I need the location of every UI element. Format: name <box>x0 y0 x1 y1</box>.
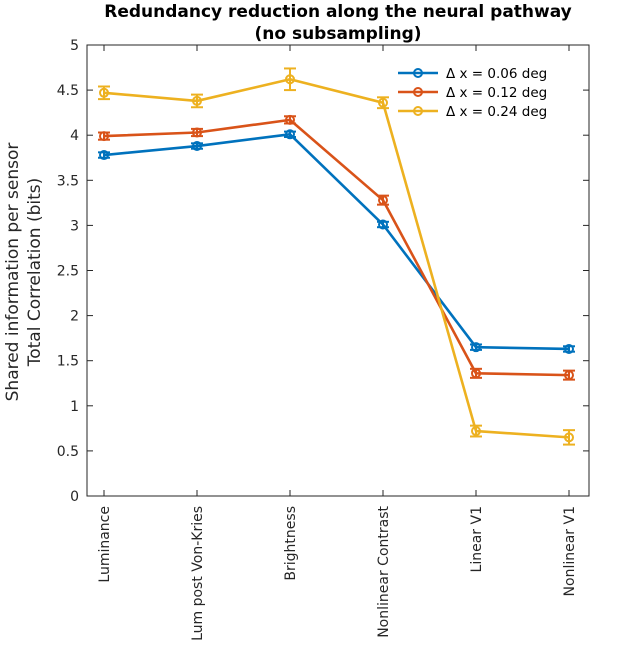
y-tick-label: 3.5 <box>57 173 79 189</box>
y-tick-label: 2.5 <box>57 264 79 280</box>
data-point <box>564 343 574 354</box>
y-axis-label-line1: Shared information per sensor <box>3 143 23 402</box>
legend-entry-label: Δ x = 0.24 deg <box>446 104 547 120</box>
y-tick-label: 4.5 <box>57 83 79 99</box>
data-point <box>192 95 202 106</box>
y-tick-label: 1 <box>70 399 79 415</box>
legend-marker <box>413 87 423 97</box>
y-tick-label: 0.5 <box>57 444 79 460</box>
y-tick-label: 2 <box>70 309 79 325</box>
data-point <box>99 150 109 161</box>
series-layer <box>98 67 575 446</box>
x-tick-label: Linear V1 <box>469 506 485 572</box>
chart-title: Redundancy reduction along the neural pa… <box>104 2 572 22</box>
series-line <box>103 118 570 377</box>
data-point <box>564 432 574 443</box>
data-point <box>471 368 481 379</box>
series-2 <box>98 114 575 381</box>
x-tick-label: Luminance <box>97 506 113 583</box>
y-tick-label: 5 <box>70 38 79 54</box>
data-point <box>378 97 388 108</box>
chart-subtitle: (no subsampling) <box>254 24 421 44</box>
data-point <box>285 114 295 125</box>
series-line <box>103 132 570 351</box>
plot-axes: 0 0.5 1 1.5 2 2.5 3 3.5 4 4.5 5 Luminance Lum post V… <box>57 38 590 641</box>
y-tick-label: 3 <box>70 218 79 234</box>
data-point <box>192 141 202 152</box>
y-tick-label: 0 <box>70 489 79 505</box>
series-line <box>103 77 570 439</box>
x-tick-label: Nonlinear V1 <box>562 506 578 596</box>
data-point <box>378 219 388 230</box>
series-3 <box>98 67 575 446</box>
data-point <box>99 87 109 98</box>
legend-entry-label: Δ x = 0.06 deg <box>446 66 547 82</box>
x-tick-label: Brightness <box>283 506 299 581</box>
legend-entry-label: Δ x = 0.12 deg <box>446 85 547 101</box>
data-point <box>471 342 481 353</box>
data-point <box>285 74 295 85</box>
legend-marker <box>413 68 423 78</box>
data-point <box>378 195 388 206</box>
data-point <box>192 127 202 138</box>
data-point <box>285 129 295 140</box>
series-1 <box>98 129 575 354</box>
legend-marker <box>413 106 423 116</box>
x-tick-label: Nonlinear Contrast <box>376 506 392 638</box>
x-tick-label: Lum post Von-Kries <box>190 506 206 641</box>
y-tick-label: 4 <box>70 128 79 144</box>
y-axis-label-line2: Total Correlation (bits) <box>25 178 45 368</box>
data-point <box>471 426 481 437</box>
legend: Δ x = 0.06 deg Δ x = 0.12 deg Δ x = 0.24 d… <box>390 60 580 122</box>
data-point <box>99 131 109 142</box>
data-point <box>564 370 574 381</box>
y-tick-label: 1.5 <box>57 354 79 370</box>
